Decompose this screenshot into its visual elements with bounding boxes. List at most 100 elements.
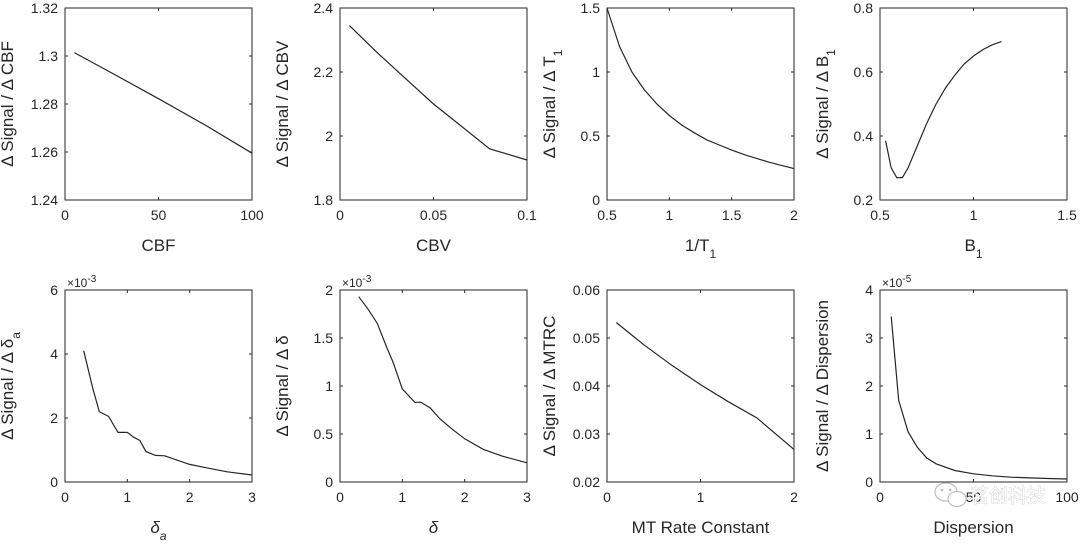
exponent-power: -3 [87,274,96,285]
y-tick-label: 0.02 [573,474,600,490]
y-axis-title-text: Δ Signal / Δ MTRC [540,316,559,457]
x-axis-title-text: B [964,236,975,255]
y-axis-title-text: Δ Signal / Δ T [540,56,559,158]
x-tick-label: 1 [398,489,406,505]
x-axis-title-subscript: 1 [976,247,983,261]
series-line [74,52,253,154]
y-tick-label: 0.4 [854,128,874,144]
x-tick-label: 0.5 [597,207,617,223]
x-tick-label: 100 [1055,489,1079,505]
plot-frame [339,289,528,483]
exponent-power: -5 [902,274,911,285]
x-tick-label: 50 [966,489,982,505]
x-axis-title-subscript: a [160,529,167,543]
y-tick-label: 0.06 [573,282,600,298]
x-tick-label: 1.5 [722,207,742,223]
axis-exponent: ×10-3 [67,274,97,290]
y-tick-label: 0 [50,474,58,490]
exponent-base: ×10 [342,276,363,290]
x-axis-title-subscript: 1 [709,247,716,261]
subplot-cbv: 0 0.05 0.1 1.8 2 2.2 2.4 CBV Δ Signal / Δ CBV [273,0,537,255]
x-axis-title: δ [429,518,439,537]
y-tick-label: 0.05 [573,330,600,346]
y-tick-label: 1.32 [31,0,58,16]
y-tick-label: 1 [325,378,333,394]
y-tick-label: 2.4 [314,0,334,16]
x-axis-title-text: Dispersion [933,518,1013,537]
x-tick-label: 3 [248,489,256,505]
x-tick-label: 0 [61,489,69,505]
y-axis-title-subscript: 1 [824,49,838,56]
watermark: 茗创科技 [934,482,1046,507]
y-axis-title-text: Δ Signal / Δ CBV [273,40,292,167]
y-axis-title: Δ Signal / Δ MTRC [540,316,559,457]
x-tick-label: 0 [876,489,884,505]
x-tick-label: 2 [790,489,798,505]
y-tick-label: 0 [325,474,333,490]
plot-frame [606,7,795,201]
y-tick-label: 1.26 [31,144,58,160]
x-axis-title: Dispersion [933,518,1013,537]
y-axis-title: Δ Signal / Δ δa [0,332,23,440]
subplot-mtrc: 0 1 2 0.02 0.03 0.04 0.05 0.06 MT Rate Constant Δ… [540,282,798,537]
y-tick-label: 0.6 [854,64,874,80]
y-axis-title-text: Δ Signal / Δ CBF [0,41,17,167]
y-axis-title-text: Δ Signal / Δ δ [273,335,292,436]
y-axis-title: Δ Signal / Δ CBV [273,40,292,167]
x-tick-label: 0 [336,489,344,505]
x-tick-label: 2 [186,489,194,505]
x-tick-label: 1 [697,489,705,505]
y-axis-title: Δ Signal / Δ T1 [540,49,565,158]
x-tick-label: 1.5 [1057,207,1077,223]
y-tick-label: 0 [592,192,600,208]
y-axis-title: Δ Signal / Δ Dispersion [813,300,832,472]
y-tick-label: 1 [865,426,873,442]
series-line [83,350,253,476]
y-tick-label: 1.28 [31,96,58,112]
plot-frame [879,289,1068,483]
y-tick-label: 0 [865,474,873,490]
plot-frame [606,289,795,483]
x-axis-title-text: CBV [416,236,452,255]
x-axis-title: MT Rate Constant [632,518,770,537]
y-tick-label: 1.3 [39,48,59,64]
y-tick-label: 6 [50,282,58,298]
y-tick-label: 0.04 [573,378,600,394]
series-line [890,316,1068,480]
x-tick-label: 2 [790,207,798,223]
x-tick-label: 50 [151,207,167,223]
x-tick-label: 0 [61,207,69,223]
y-tick-label: 1.8 [314,192,334,208]
y-tick-label: 1.24 [31,192,58,208]
y-axis-title: Δ Signal / Δ B1 [813,49,838,159]
y-tick-label: 2 [865,378,873,394]
series-line [885,41,1002,179]
y-axis-title-text: Δ Signal / Δ B [813,56,832,159]
y-axis-title-text: Δ Signal / Δ δ [0,339,17,440]
y-tick-label: 2.2 [314,64,334,80]
x-axis-title: δa [150,518,166,543]
x-tick-label: 1 [970,207,978,223]
x-tick-label: 3 [523,489,531,505]
exponent-power: -3 [362,274,371,285]
plot-frame [64,289,253,483]
x-axis-title: B1 [964,236,982,261]
subplot-cbf: 0 50 100 1.24 1.26 1.28 1.3 1.32 CBF Δ Signal / Δ… [0,0,264,255]
x-axis-title: 1/T1 [685,236,717,261]
x-axis-title-text: δ [150,518,160,537]
plot-frame [879,7,1068,201]
exponent-base: ×10 [882,276,903,290]
series-line [606,7,795,170]
subplot-t1: 0.5 1 1.5 200.511.51/T1Δ Signal / Δ T1 [540,0,798,261]
x-tick-label: 2 [461,489,469,505]
series-line [348,25,528,161]
y-tick-label: 1.5 [581,0,601,16]
x-tick-label: 1 [665,207,673,223]
x-axis-title-text: 1/T [685,236,710,255]
x-axis-title-text: MT Rate Constant [632,518,770,537]
subplot-delta: 0 1 2 3 0 0.5 1 1.5 2 ×10-3 δ Δ Signal / Δ δ [273,274,531,537]
x-axis-title-text: CBF [142,236,176,255]
